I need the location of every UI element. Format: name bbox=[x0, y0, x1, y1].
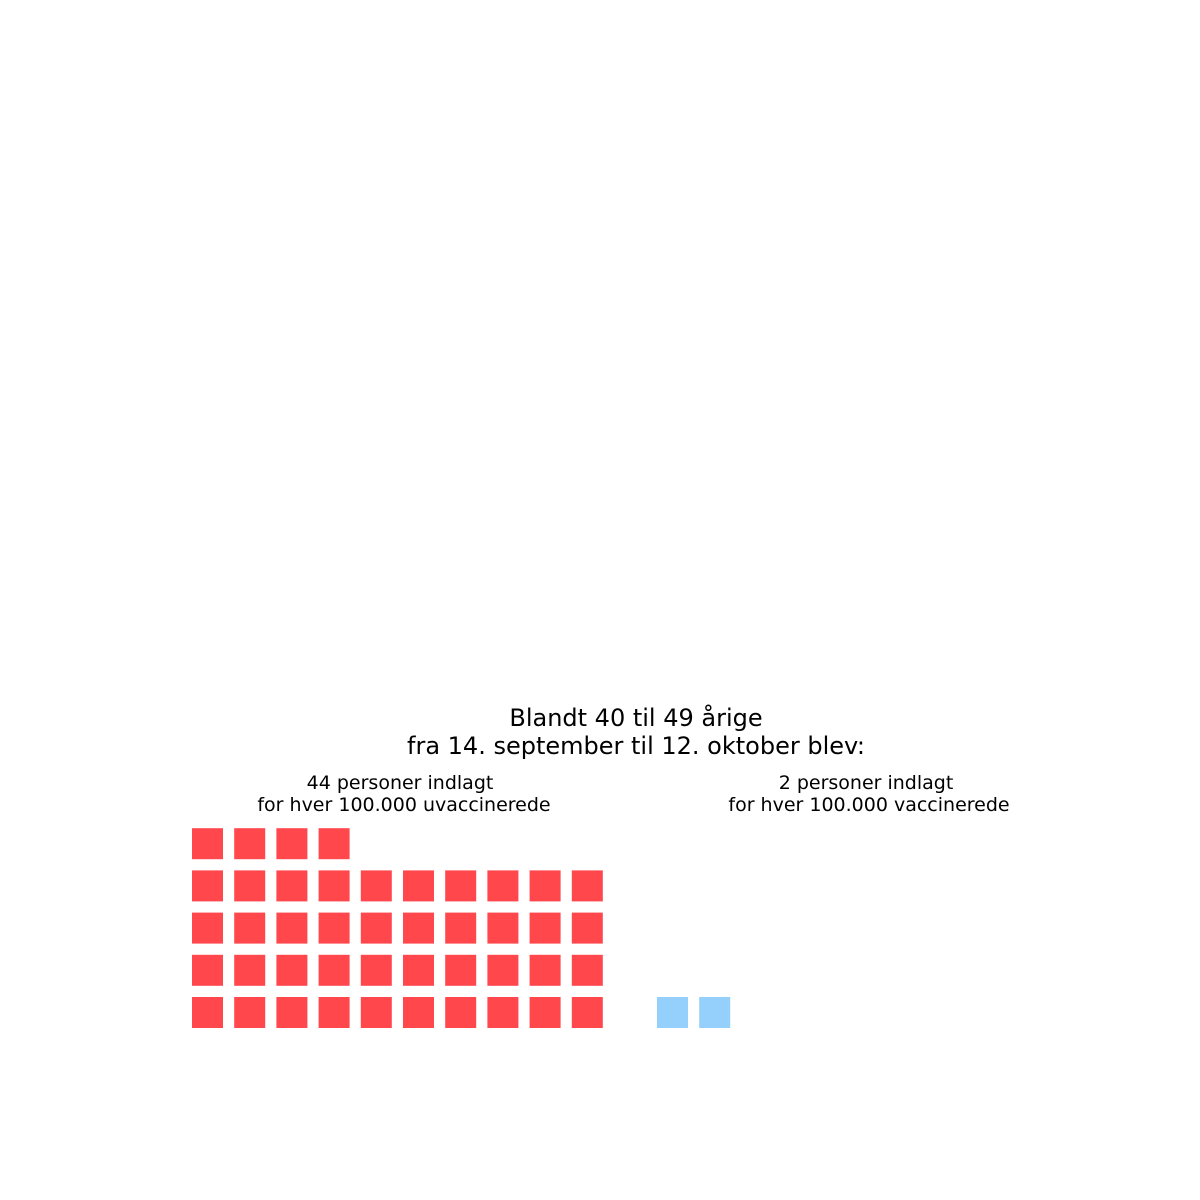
waffle-square-uvaccinerede bbox=[192, 870, 223, 902]
waffle-square-uvaccinerede bbox=[192, 912, 223, 944]
waffle-square-uvaccinerede bbox=[445, 870, 477, 902]
waffle-square-uvaccinerede bbox=[360, 912, 392, 944]
waffle-square-uvaccinerede bbox=[487, 954, 519, 986]
waffle-square-uvaccinerede bbox=[318, 912, 350, 944]
unvaccinated-label-line-1: 44 personer indlagt bbox=[306, 772, 494, 794]
waffle-square-uvaccinerede bbox=[360, 870, 392, 902]
unvaccinated-label-line-2: for hver 100.000 uvaccinerede bbox=[257, 794, 551, 816]
waffle-square-uvaccinerede bbox=[318, 954, 350, 986]
waffle-square-uvaccinerede bbox=[403, 954, 434, 986]
waffle-square-uvaccinerede bbox=[276, 870, 308, 902]
waffle-square-uvaccinerede bbox=[529, 954, 561, 986]
waffle-square-uvaccinerede bbox=[445, 912, 477, 944]
waffle-square-uvaccinerede bbox=[192, 828, 223, 860]
vaccinated-label-line-2: for hver 100.000 vaccinerede bbox=[728, 794, 1010, 816]
waffle-square-uvaccinerede bbox=[487, 997, 519, 1028]
waffle-square-uvaccinerede bbox=[445, 954, 477, 986]
waffle-group-uvaccinerede bbox=[192, 828, 603, 1028]
waffle-group-vaccinerede bbox=[657, 997, 731, 1028]
waffle-square-uvaccinerede bbox=[276, 912, 308, 944]
chart-title: Blandt 40 til 49 årige bbox=[509, 704, 763, 732]
waffle-square-uvaccinerede bbox=[529, 912, 561, 944]
waffle-square-uvaccinerede bbox=[445, 997, 477, 1028]
waffle-square-uvaccinerede bbox=[571, 997, 603, 1028]
waffle-square-uvaccinerede bbox=[192, 954, 223, 986]
waffle-square-uvaccinerede bbox=[192, 997, 223, 1028]
waffle-square-uvaccinerede bbox=[234, 997, 266, 1028]
waffle-square-uvaccinerede bbox=[571, 954, 603, 986]
waffle-square-uvaccinerede bbox=[403, 912, 434, 944]
waffle-square-uvaccinerede bbox=[276, 997, 308, 1028]
waffle-square-uvaccinerede bbox=[403, 870, 434, 902]
waffle-square-uvaccinerede bbox=[234, 828, 266, 860]
waffle-square-uvaccinerede bbox=[529, 870, 561, 902]
waffle-square-uvaccinerede bbox=[360, 997, 392, 1028]
waffle-square-uvaccinerede bbox=[571, 870, 603, 902]
waffle-square-uvaccinerede bbox=[234, 954, 266, 986]
waffle-square-uvaccinerede bbox=[276, 828, 308, 860]
waffle-square-uvaccinerede bbox=[529, 997, 561, 1028]
waffle-square-vaccinerede bbox=[657, 997, 688, 1028]
waffle-square-uvaccinerede bbox=[234, 912, 266, 944]
waffle-square-uvaccinerede bbox=[403, 997, 434, 1028]
waffle-square-uvaccinerede bbox=[318, 997, 350, 1028]
waffle-square-uvaccinerede bbox=[487, 870, 519, 902]
waffle-square-vaccinerede bbox=[699, 997, 731, 1028]
waffle-square-uvaccinerede bbox=[571, 912, 603, 944]
waffle-square-uvaccinerede bbox=[360, 954, 392, 986]
waffle-square-uvaccinerede bbox=[318, 870, 350, 902]
chart-subtitle: fra 14. september til 12. oktober blev: bbox=[407, 732, 865, 760]
waffle-square-uvaccinerede bbox=[487, 912, 519, 944]
waffle-square-uvaccinerede bbox=[234, 870, 266, 902]
vaccinated-label-line-1: 2 personer indlagt bbox=[778, 772, 954, 794]
waffle-square-uvaccinerede bbox=[276, 954, 308, 986]
waffle-square-uvaccinerede bbox=[318, 828, 350, 860]
